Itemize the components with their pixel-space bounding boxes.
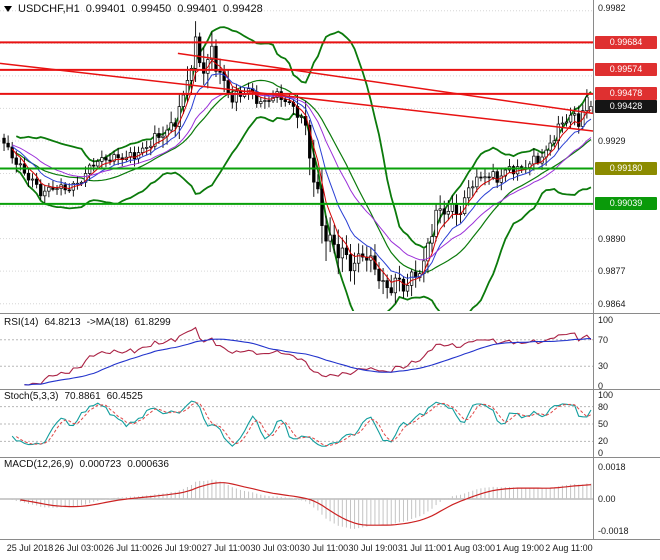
time-axis-label: 2 Aug 11:00: [545, 543, 593, 553]
low-value: 0.99401: [177, 3, 218, 15]
axis-label: 100: [598, 315, 614, 325]
chart-dropdown-icon[interactable]: [4, 6, 12, 12]
price-axis[interactable]: 0.9982 0.9929 0.9890 0.9877 0.9864 0.99684 0.9…: [594, 0, 660, 540]
axis-label: 0.9890: [598, 233, 626, 244]
rsi-title: RSI(14) 64.8213 ->MA(18) 61.8299: [4, 317, 171, 328]
time-axis-label: 1 Aug 03:00: [446, 543, 496, 553]
open-value: 0.99401: [85, 3, 126, 15]
macd-signal-value: 0.000636: [127, 459, 169, 470]
time-axis-label: 26 Jul 19:00: [152, 543, 202, 553]
time-axis-label: 30 Jul 19:00: [348, 543, 398, 553]
time-axis-label: 31 Jul 11:00: [397, 543, 447, 553]
axis-label: 0: [598, 381, 604, 391]
stoch-title: Stoch(5,3,3) 70.8861 60.4525: [4, 391, 143, 402]
price-level-badge: 0.99039: [595, 197, 657, 211]
time-axis-label: 25 Jul 2018: [6, 543, 54, 553]
rsi-ma-name: ->MA(18): [86, 317, 129, 328]
symbol-timeframe-label: USDCHF,H1: [18, 3, 80, 15]
axis-label: 0.0018: [598, 462, 626, 473]
rsi-value: 64.8213: [44, 317, 81, 328]
macd-title: MACD(12,26,9) 0.000723 0.000636: [4, 459, 169, 470]
axis-label: 70: [598, 334, 609, 345]
rsi-ma-value: 61.8299: [134, 317, 171, 328]
axis-label: 0.9877: [598, 266, 626, 277]
price-level-badge: 0.99478: [595, 87, 657, 101]
axis-label: -0.0018: [598, 525, 629, 536]
axis-label: 80: [598, 401, 609, 412]
macd-value: 0.000723: [79, 459, 122, 470]
time-axis-label: 26 Jul 11:00: [103, 543, 153, 553]
stoch-signal-value: 60.4525: [106, 391, 143, 402]
price-level-badge: 0.99180: [595, 162, 657, 176]
macd-name: MACD(12,26,9): [4, 459, 74, 470]
close-value: 0.99428: [223, 3, 263, 15]
time-axis-label: 26 Jul 03:00: [54, 543, 104, 553]
time-axis-label: 1 Aug 19:00: [495, 543, 545, 553]
time-axis-label: 27 Jul 11:00: [201, 543, 251, 553]
high-value: 0.99450: [131, 3, 172, 15]
stoch-name: Stoch(5,3,3): [4, 391, 59, 402]
axis-label: 0: [598, 448, 604, 458]
axis-label: 50: [598, 419, 609, 429]
axis-label: 0.9982: [598, 3, 626, 14]
axis-label: 20: [598, 436, 609, 447]
axis-label: 0.9864: [598, 298, 626, 309]
price-level-badge: 0.99428: [595, 99, 657, 113]
time-axis-label: 30 Jul 11:00: [299, 543, 349, 553]
time-axis-label: 30 Jul 03:00: [250, 543, 300, 553]
rsi-name: RSI(14): [4, 317, 39, 328]
axis-label: 100: [598, 390, 614, 400]
price-level-badge: 0.99684: [595, 35, 657, 49]
axis-label: 0.9929: [598, 135, 626, 146]
axis-label: 30: [598, 361, 609, 372]
axis-label: 0.00: [598, 494, 616, 504]
stoch-value: 70.8861: [64, 391, 101, 402]
chart-title: USDCHF,H1 0.99401 0.99450 0.99401 0.9942…: [4, 3, 263, 15]
time-axis[interactable]: 25 Jul 2018 26 Jul 03:00 26 Jul 11:00 26 Ju…: [0, 541, 660, 559]
price-level-badge: 0.99574: [595, 63, 657, 77]
